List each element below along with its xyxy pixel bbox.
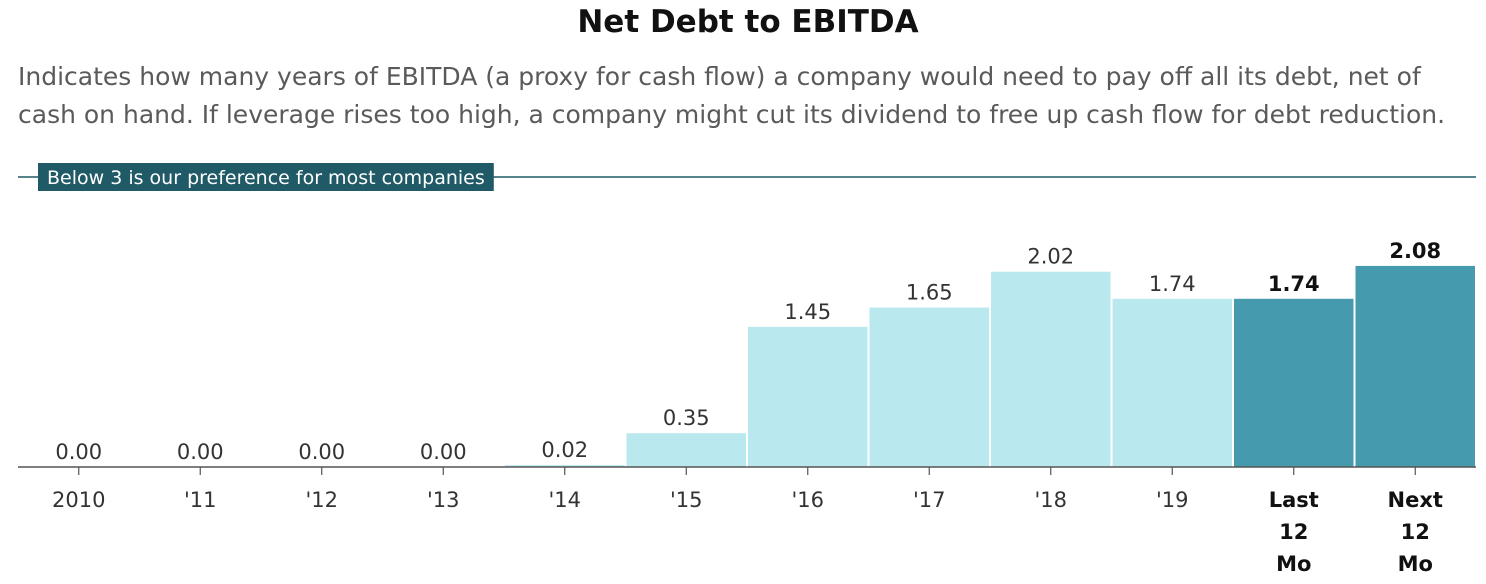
bar-7: [869, 307, 989, 467]
threshold-group: Below 3 is our preference for most compa…: [18, 163, 1476, 191]
value-label-0: 0.00: [55, 440, 102, 464]
x-tick-label-7: '17: [913, 488, 946, 512]
chart-subtitle: Indicates how many years of EBITDA (a pr…: [18, 62, 1446, 129]
bar-6: [748, 326, 868, 467]
x-tick-label-10: Last 12 Mo: [1269, 488, 1319, 576]
threshold-label: Below 3 is our preference for most compa…: [47, 167, 485, 189]
x-tick-label-5: '15: [670, 488, 703, 512]
chart-title: Net Debt to EBITDA: [577, 4, 919, 40]
bar-8: [991, 271, 1111, 467]
value-label-10: 1.74: [1268, 272, 1320, 296]
value-label-9: 1.74: [1149, 272, 1196, 296]
x-axis: 2010 '11 '12 '13 '14 '15 '16 '17 '18 '19 Last 12 Mo N…: [18, 466, 1476, 576]
value-label-1: 0.00: [177, 440, 224, 464]
value-labels-group: 0.00 0.00 0.00 0.00 0.02 0.35 1.45 1.65 2.02 1.74…: [55, 239, 1441, 464]
value-label-11: 2.08: [1389, 239, 1441, 263]
x-tick-label-8: '18: [1035, 488, 1068, 512]
x-tick-label-11: Next 12 Mo: [1388, 488, 1443, 576]
bars-group: [505, 265, 1475, 467]
x-tick-label-4: '14: [549, 488, 582, 512]
value-label-2: 0.00: [298, 440, 345, 464]
bar-5: [626, 433, 746, 467]
x-tick-label-3: '13: [427, 488, 460, 512]
threshold-label-background: [38, 163, 494, 191]
bar-10: [1234, 298, 1354, 467]
value-label-3: 0.00: [420, 440, 467, 464]
bar-4: [505, 465, 625, 467]
x-tick-label-1: '11: [184, 488, 217, 512]
value-label-7: 1.65: [906, 281, 953, 305]
x-tick-label-6: '16: [792, 488, 825, 512]
bar-11: [1355, 265, 1475, 467]
x-tick-label-2: '12: [306, 488, 339, 512]
value-label-8: 2.02: [1027, 245, 1074, 269]
bar-9: [1112, 298, 1232, 467]
x-tick-label-0: 2010: [52, 488, 105, 512]
value-label-5: 0.35: [663, 406, 710, 430]
value-label-4: 0.02: [541, 438, 588, 462]
x-tick-label-9: '19: [1156, 488, 1189, 512]
value-label-6: 1.45: [784, 300, 831, 324]
